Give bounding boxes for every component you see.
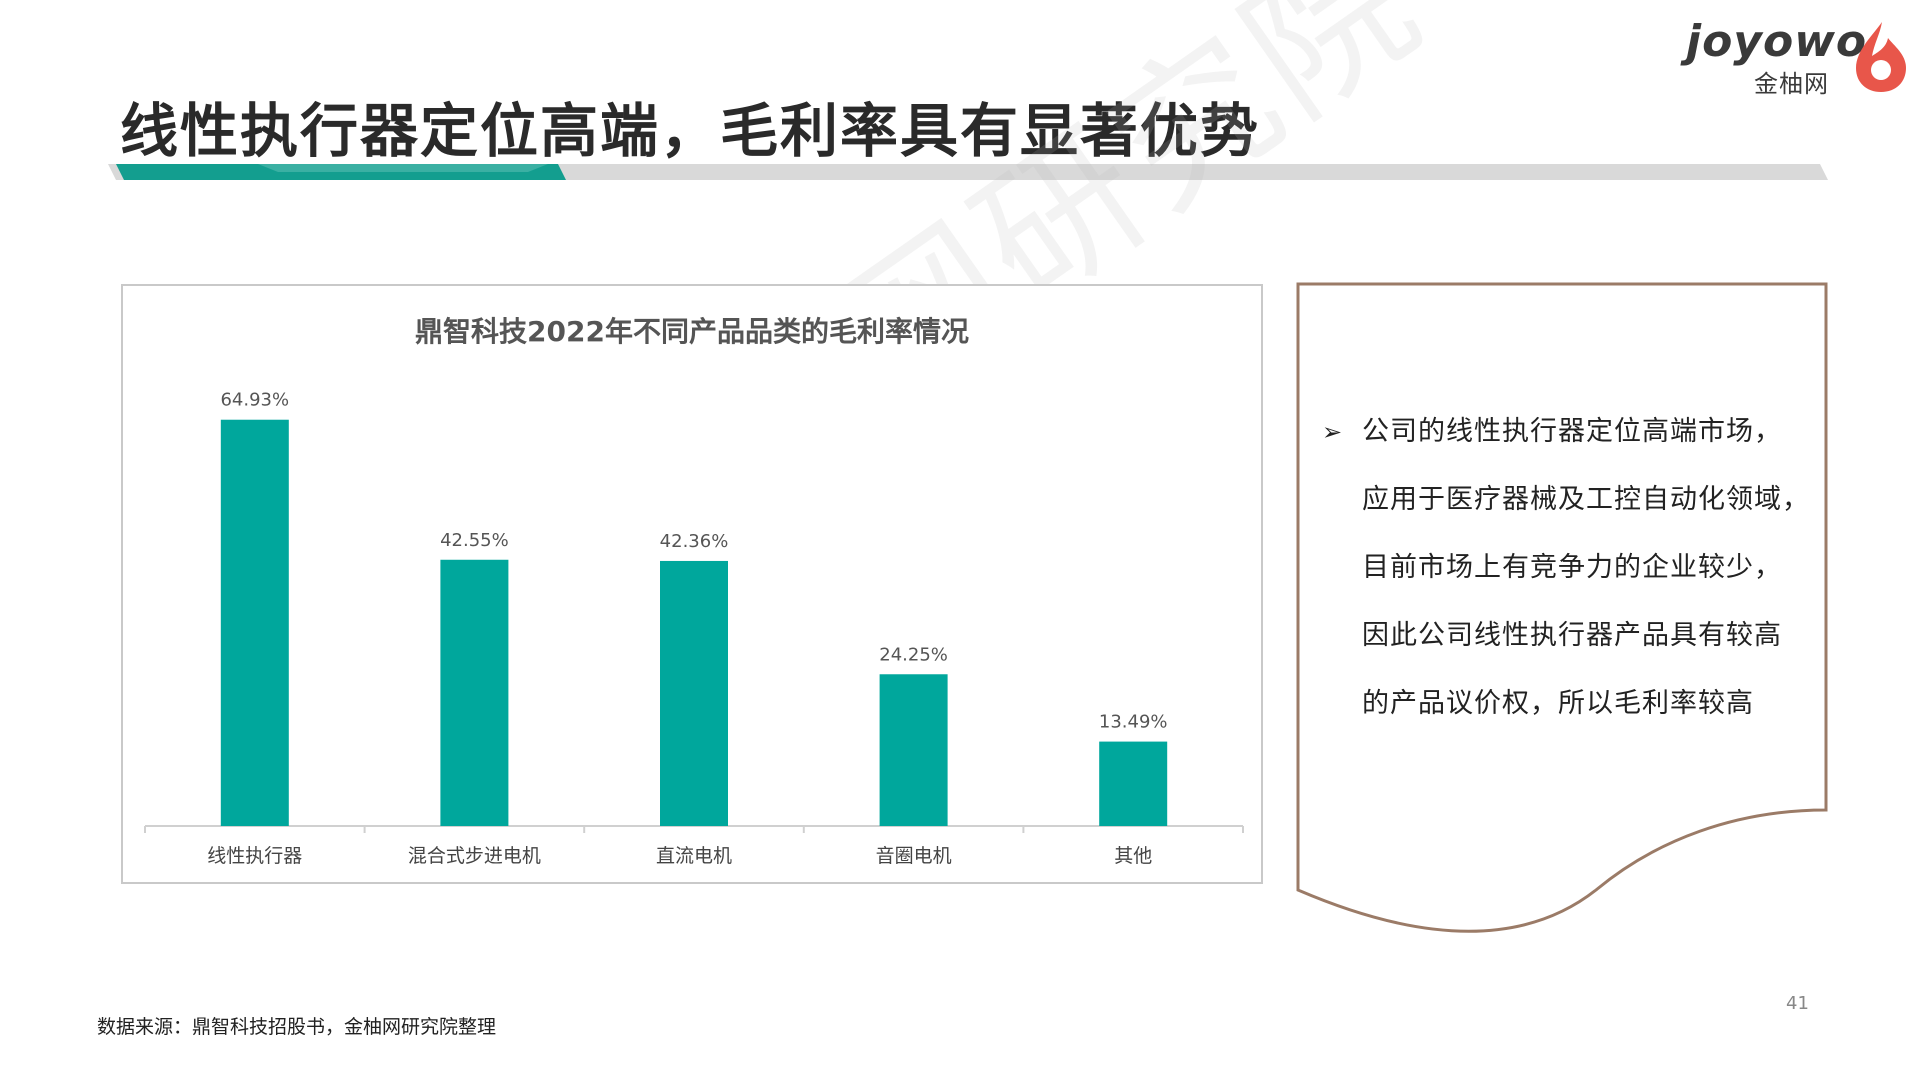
chart-title: 鼎智科技2022年不同产品品类的毛利率情况 [415, 315, 969, 348]
page-title: 线性执行器定位高端，毛利率具有显著优势 [120, 97, 1261, 165]
x-tick-label: 混合式步进电机 [408, 845, 541, 867]
data-label: 42.36% [660, 531, 729, 552]
data-label: 64.93% [220, 390, 289, 411]
bar [440, 559, 509, 826]
note-line-text: 公司的线性执行器定位高端市场， [1362, 416, 1782, 447]
note-line-text: 应用于医疗器械及工控自动化领域， [1362, 484, 1810, 515]
note-panel-border [1296, 282, 1828, 933]
note-line: 因此公司线性执行器产品具有较高 [1322, 602, 1822, 670]
note-line-text: 目前市场上有竞争力的企业较少， [1362, 552, 1782, 583]
note-line: ➢ 公司的线性执行器定位高端市场， [1322, 398, 1822, 466]
bar-chart: 64.93% 线性执行器 42.55% 混合式步进电机 42.36% 直流电机 24.25%… [144, 390, 1244, 867]
data-source-note: 数据来源：鼎智科技招股书，金柚网研究院整理 [97, 1016, 497, 1038]
bar [1099, 741, 1168, 826]
note-line-text: 因此公司线性执行器产品具有较高 [1362, 620, 1782, 651]
data-label: 42.55% [440, 530, 509, 551]
note-text: ➢ 公司的线性执行器定位高端市场， 应用于医疗器械及工控自动化领域， 目前市场上… [1322, 398, 1822, 738]
data-label: 24.25% [879, 644, 948, 665]
note-line: 的产品议价权，所以毛利率较高 [1322, 670, 1822, 738]
page-number: 41 [1786, 993, 1809, 1014]
bar [220, 419, 289, 826]
data-label: 13.49% [1099, 712, 1168, 733]
title-underline [108, 164, 1828, 180]
x-tick-label: 音圈电机 [876, 845, 952, 867]
arrow-bullet-icon: ➢ [1322, 418, 1344, 446]
x-tick-label: 直流电机 [656, 845, 732, 867]
logo-chinese-name: 金柚网 [1754, 70, 1829, 98]
bar [660, 560, 728, 826]
chart-container: 鼎智科技2022年不同产品品类的毛利率情况 64.93% 线性执行器 42.55% 混… [121, 284, 1263, 884]
logo-wordmark: joyowo [1686, 16, 1868, 67]
x-tick-label: 其他 [1114, 845, 1152, 867]
note-line: 应用于医疗器械及工控自动化领域， [1322, 466, 1822, 534]
bar [879, 674, 948, 826]
note-line-text: 的产品议价权，所以毛利率较高 [1362, 688, 1754, 719]
x-tick-label: 线性执行器 [207, 845, 302, 867]
note-line: 目前市场上有竞争力的企业较少， [1322, 534, 1822, 602]
brand-logo: joyowo 金柚网 [1680, 14, 1910, 98]
logo-drop-icon [1856, 22, 1906, 92]
